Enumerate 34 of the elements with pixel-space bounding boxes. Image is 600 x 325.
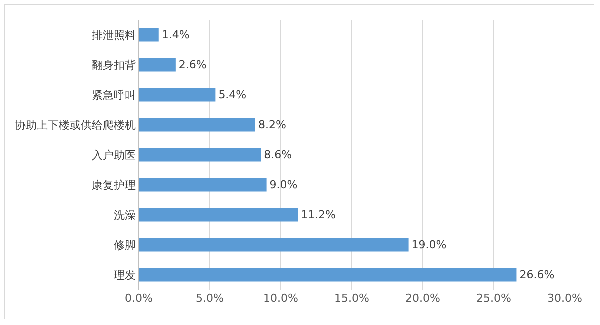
x-tick-label: 20.0% bbox=[406, 292, 440, 305]
bar bbox=[139, 208, 298, 222]
bar bbox=[139, 118, 256, 132]
bar bbox=[139, 238, 409, 252]
y-tick-label: 入户助医 bbox=[92, 148, 136, 162]
y-tick-label: 翻身扣背 bbox=[92, 58, 136, 72]
y-tick-label: 康复护理 bbox=[92, 178, 136, 192]
bar bbox=[139, 148, 262, 162]
y-tick-label: 洗澡 bbox=[114, 208, 136, 222]
bar bbox=[139, 28, 159, 42]
y-tick-label: 理发 bbox=[114, 268, 136, 282]
data-label: 5.4% bbox=[218, 88, 247, 102]
y-tick-label: 协助上下楼或供给爬楼机 bbox=[14, 118, 136, 132]
x-tick-label: 30.0% bbox=[548, 292, 582, 305]
x-tick-label: 10.0% bbox=[264, 292, 298, 305]
data-label: 26.6% bbox=[520, 268, 555, 282]
data-label: 1.4% bbox=[162, 28, 190, 42]
y-tick-label: 紧急呼叫 bbox=[92, 88, 136, 102]
bar bbox=[139, 268, 517, 282]
data-label: 8.6% bbox=[264, 148, 292, 162]
bar bbox=[139, 58, 176, 72]
x-tick-label: 15.0% bbox=[334, 292, 370, 305]
data-label: 9.0% bbox=[270, 178, 298, 192]
data-label: 11.2% bbox=[301, 208, 336, 222]
data-label: 19.0% bbox=[412, 238, 447, 252]
bar bbox=[139, 178, 267, 192]
bar bbox=[139, 88, 216, 102]
x-tick-label: 25.0% bbox=[476, 292, 512, 305]
y-tick-label: 修脚 bbox=[114, 238, 136, 252]
x-tick-label: 0.0% bbox=[125, 292, 153, 305]
data-label: 8.2% bbox=[258, 118, 286, 132]
y-tick-label: 排泄照料 bbox=[92, 28, 136, 42]
x-tick-label: 5.0% bbox=[196, 292, 224, 305]
data-label: 2.6% bbox=[178, 58, 207, 72]
